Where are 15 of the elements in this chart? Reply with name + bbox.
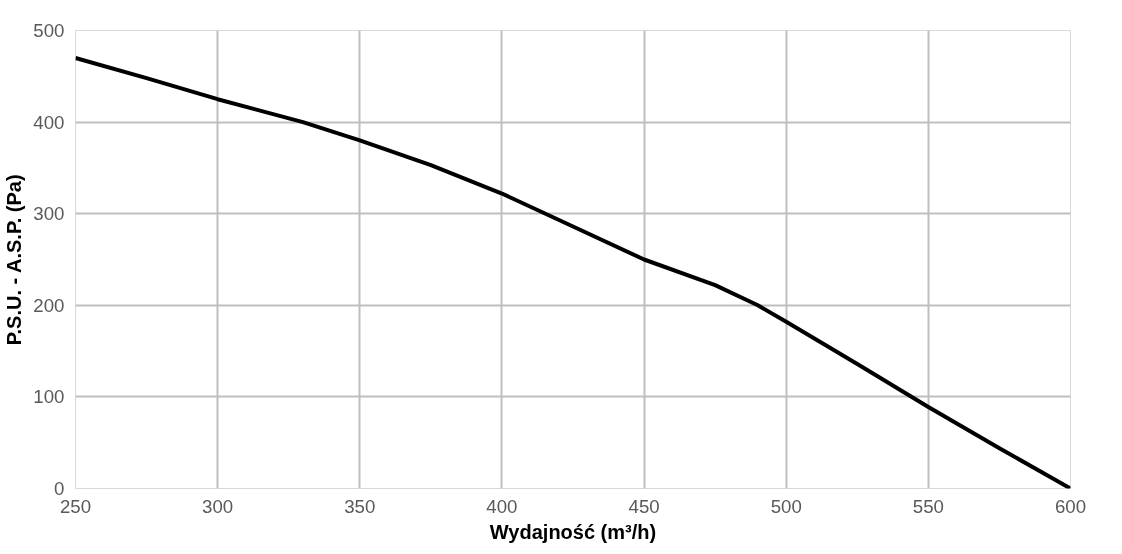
y-tick-label: 200 [33, 294, 65, 316]
x-tick-label: 400 [486, 495, 518, 517]
x-tick-label: 300 [202, 495, 234, 517]
y-tick-label: 100 [33, 386, 65, 408]
x-tick-label: 350 [344, 495, 376, 517]
y-tick-label: 400 [33, 111, 65, 133]
line-series [75, 55, 1071, 489]
x-axis-title: Wydajność (m³/h) [489, 520, 657, 543]
y-tick-label: 300 [33, 203, 65, 225]
y-tick-label: 500 [33, 20, 65, 41]
x-tick-label: 450 [628, 495, 660, 517]
x-tick-label: 500 [770, 495, 802, 517]
x-tick-label: 600 [1054, 495, 1087, 517]
x-tick-label: 550 [912, 495, 944, 517]
y-axis-title: P.S.U. - A.S.P. (Pa) [3, 174, 26, 346]
